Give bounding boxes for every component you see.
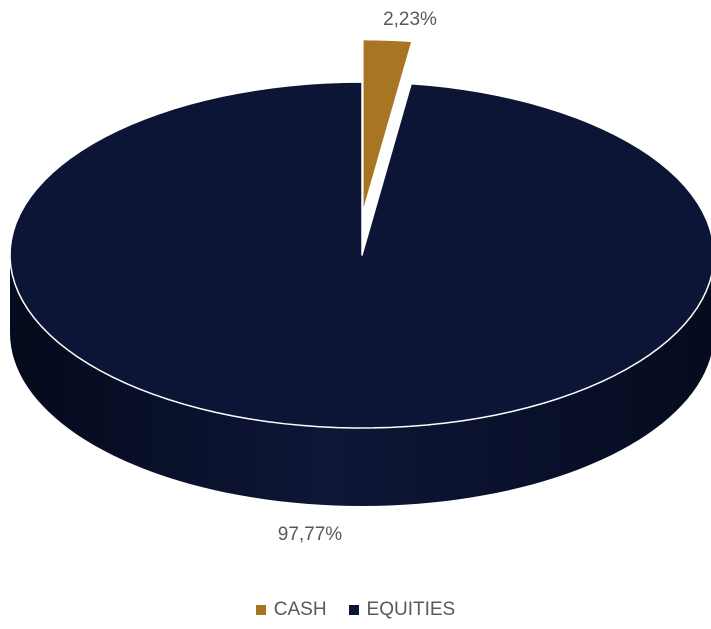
legend: CASH EQUITIES bbox=[0, 599, 711, 621]
pie-slice-cash bbox=[362, 38, 413, 214]
pie-slice-equities bbox=[9, 81, 711, 506]
legend-entry-equities: EQUITIES bbox=[348, 599, 456, 621]
pie-slice-top-cash bbox=[362, 38, 413, 214]
data-label-cash: 2,23% bbox=[383, 9, 437, 30]
legend-label-equities: EQUITIES bbox=[366, 599, 456, 620]
legend-swatch-equities bbox=[348, 605, 359, 615]
legend-entry-cash: CASH bbox=[255, 599, 327, 621]
pie-slice-side-equities bbox=[10, 255, 711, 506]
pie-slice-top-equities bbox=[9, 81, 711, 429]
legend-label-cash: CASH bbox=[273, 599, 327, 620]
legend-swatch-cash bbox=[255, 605, 266, 615]
data-label-equities: 97,77% bbox=[278, 524, 343, 545]
